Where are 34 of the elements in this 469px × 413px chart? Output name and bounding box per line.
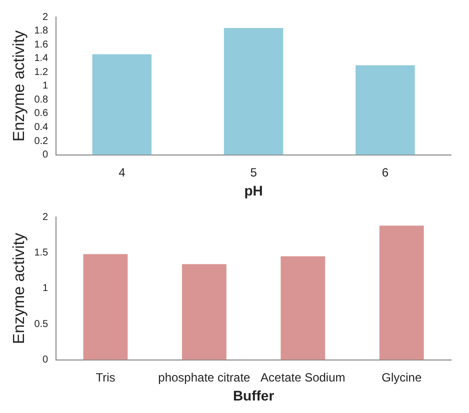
bar xyxy=(280,256,326,360)
x-tick-label: Acetate Sodium xyxy=(260,370,346,384)
y-tick-label: 1.5 xyxy=(34,247,49,258)
x-axis-title: pH xyxy=(244,182,263,198)
y-tick-label: 1 xyxy=(42,80,49,92)
x-tick-label: 5 xyxy=(250,165,258,180)
y-tick-label: 2 xyxy=(42,212,49,223)
bar xyxy=(379,226,424,360)
y-axis-title: Enzyme activity xyxy=(11,232,28,344)
bar xyxy=(92,54,152,155)
x-tick-label: Tris xyxy=(96,370,116,384)
bar xyxy=(356,65,415,155)
y-tick-label: 0.6 xyxy=(34,108,49,120)
x-tick-label: 6 xyxy=(382,165,389,180)
bar xyxy=(224,28,284,155)
y-tick-label: 0 xyxy=(42,150,49,161)
y-tick-label: 0 xyxy=(42,354,49,366)
bar xyxy=(182,264,226,360)
y-tick-label: 1.2 xyxy=(34,66,49,78)
y-tick-label: 1.8 xyxy=(34,26,49,37)
y-tick-label: 2 xyxy=(42,12,49,23)
y-tick-label: 1.6 xyxy=(34,39,49,50)
y-tick-label: 0.8 xyxy=(34,94,49,106)
y-tick-label: 0.4 xyxy=(34,122,49,133)
y-tick-label: 0.2 xyxy=(34,136,49,147)
x-axis-title: Buffer xyxy=(232,387,275,404)
y-tick-label: 1.4 xyxy=(34,53,49,64)
y-tick-label: 0.5 xyxy=(34,318,49,330)
x-tick-label: 4 xyxy=(118,165,126,180)
bar xyxy=(83,254,128,360)
x-tick-label: phosphate citrate xyxy=(158,370,251,384)
x-tick-label: Glycine xyxy=(382,370,422,384)
y-axis-title: Enzyme activity xyxy=(11,30,28,142)
y-tick-label: 1 xyxy=(42,283,49,294)
